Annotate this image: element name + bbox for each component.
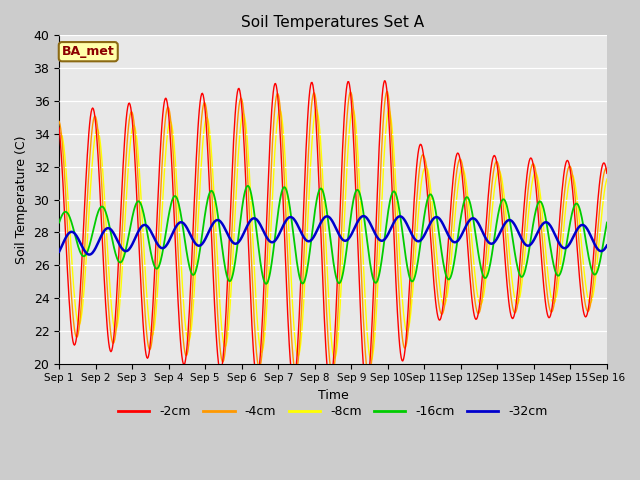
- -16cm: [262, 281, 270, 287]
- -32cm: [603, 242, 611, 248]
- -4cm: [365, 374, 372, 380]
- -16cm: [603, 220, 611, 226]
- -2cm: [381, 78, 388, 84]
- -16cm: [244, 183, 252, 189]
- X-axis label: Time: Time: [317, 389, 348, 402]
- Line: -8cm: -8cm: [59, 109, 607, 360]
- -16cm: [206, 189, 214, 195]
- -2cm: [177, 346, 185, 351]
- -16cm: [417, 236, 425, 242]
- -16cm: [65, 213, 73, 218]
- Y-axis label: Soil Temperature (C): Soil Temperature (C): [15, 135, 28, 264]
- -8cm: [349, 106, 356, 112]
- -4cm: [401, 345, 409, 351]
- -4cm: [383, 89, 390, 95]
- -2cm: [401, 347, 409, 352]
- -4cm: [603, 166, 611, 172]
- -8cm: [401, 323, 409, 328]
- -4cm: [122, 166, 129, 172]
- Line: -4cm: -4cm: [59, 92, 607, 377]
- -32cm: [417, 237, 425, 243]
- -4cm: [65, 253, 73, 259]
- -32cm: [122, 248, 130, 254]
- -8cm: [206, 132, 214, 137]
- Line: -32cm: -32cm: [59, 216, 607, 254]
- -32cm: [86, 252, 93, 257]
- -8cm: [55, 133, 63, 139]
- -2cm: [362, 384, 370, 390]
- -8cm: [367, 357, 374, 363]
- -4cm: [417, 156, 425, 162]
- -8cm: [603, 176, 611, 182]
- Title: Soil Temperatures Set A: Soil Temperatures Set A: [241, 15, 424, 30]
- -8cm: [65, 213, 73, 218]
- Line: -16cm: -16cm: [59, 186, 607, 284]
- -16cm: [177, 213, 185, 218]
- -2cm: [603, 170, 611, 176]
- -8cm: [417, 182, 425, 188]
- -4cm: [55, 119, 63, 124]
- -2cm: [55, 125, 63, 131]
- -2cm: [122, 125, 129, 131]
- -8cm: [177, 259, 185, 264]
- -16cm: [55, 220, 63, 226]
- -4cm: [177, 306, 185, 312]
- -8cm: [122, 211, 129, 217]
- -32cm: [55, 249, 63, 254]
- Legend: -2cm, -4cm, -8cm, -16cm, -32cm: -2cm, -4cm, -8cm, -16cm, -32cm: [113, 400, 553, 423]
- -32cm: [401, 218, 409, 224]
- -4cm: [206, 153, 214, 159]
- -16cm: [122, 248, 129, 254]
- -32cm: [178, 219, 186, 225]
- Text: BA_met: BA_met: [62, 45, 115, 58]
- -2cm: [65, 296, 73, 302]
- -2cm: [417, 142, 425, 147]
- -32cm: [359, 213, 367, 219]
- -32cm: [207, 225, 214, 230]
- -2cm: [206, 197, 214, 203]
- -32cm: [65, 230, 73, 236]
- -16cm: [401, 249, 409, 255]
- Line: -2cm: -2cm: [59, 81, 607, 387]
